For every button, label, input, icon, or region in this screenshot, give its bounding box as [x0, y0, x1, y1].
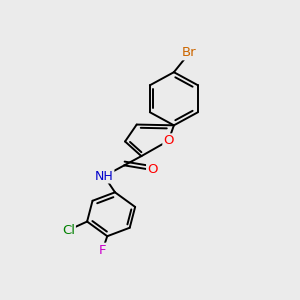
Text: Br: Br — [182, 46, 197, 59]
Text: Cl: Cl — [62, 224, 75, 236]
Text: NH: NH — [95, 169, 113, 183]
Text: O: O — [147, 164, 158, 176]
Text: F: F — [99, 244, 106, 256]
Text: O: O — [163, 134, 174, 147]
